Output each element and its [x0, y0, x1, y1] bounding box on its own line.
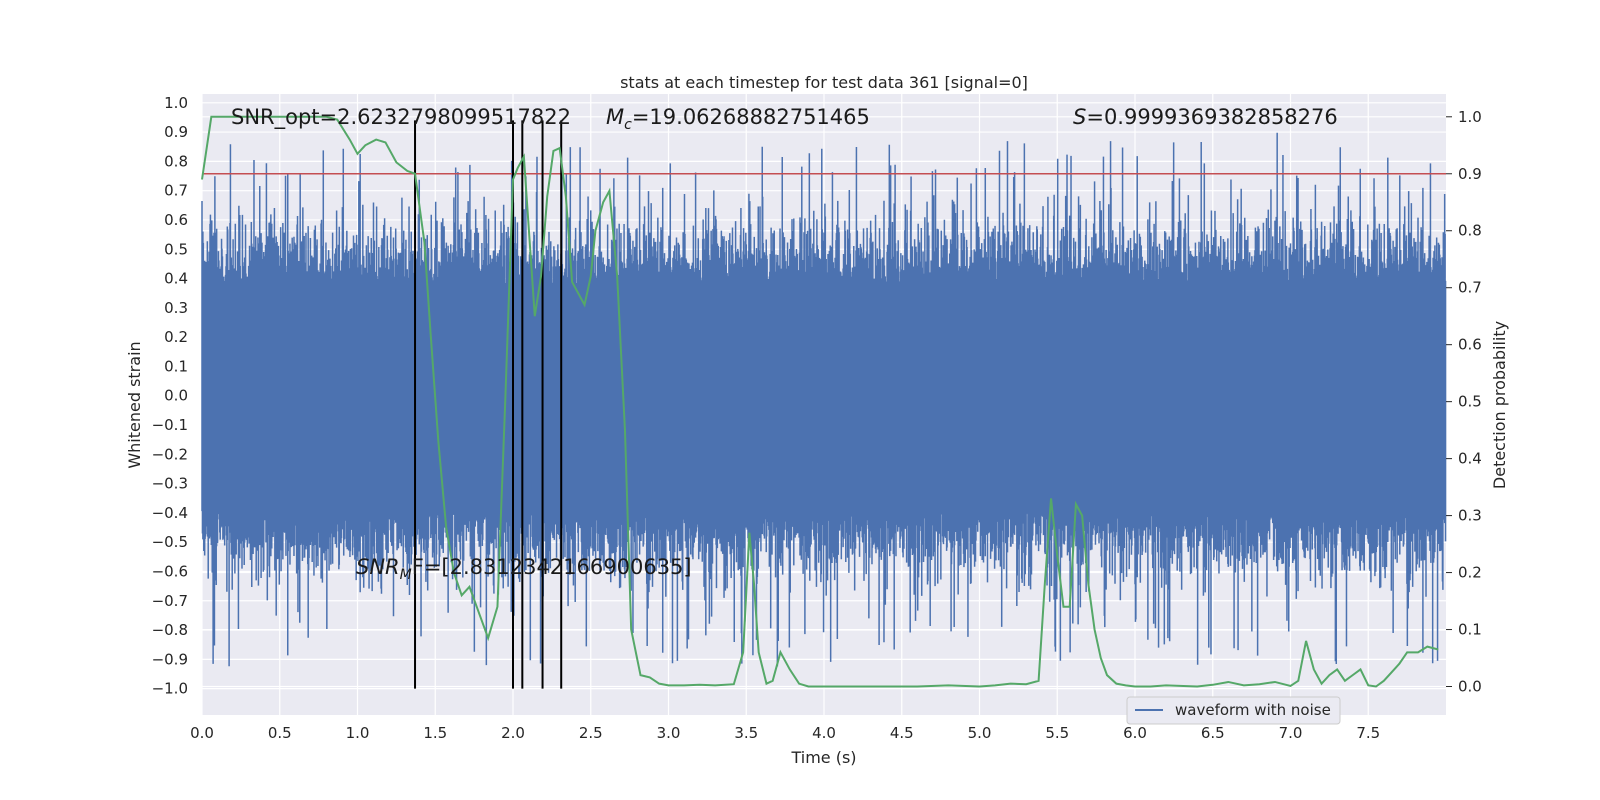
x-tick-label: 3.0 — [657, 724, 681, 742]
overlay-lines — [202, 120, 1446, 689]
y-left-tick-label: 0.9 — [164, 123, 188, 141]
x-tick-label: 7.5 — [1356, 724, 1380, 742]
x-tick-label: 7.0 — [1279, 724, 1303, 742]
y-left-tick-label: 0.6 — [164, 211, 188, 229]
y-left-tick-label: 0.4 — [164, 270, 188, 288]
probability-trace — [201, 115, 1439, 688]
y-left-tick-label: 0.0 — [164, 387, 188, 405]
y-right-tick-label: 0.7 — [1458, 279, 1482, 297]
x-tick-label: 1.0 — [346, 724, 370, 742]
y-left-tick-label: −0.3 — [152, 475, 188, 493]
annotation-snr-mf-symbol: SNR — [356, 555, 400, 579]
y-right-tick-label: 0.6 — [1458, 336, 1482, 354]
x-tick-label: 3.5 — [734, 724, 758, 742]
legend: waveform with noise — [1126, 696, 1341, 725]
annotation-snr-mf: SNRMF=[2.8312342166900635] — [356, 555, 692, 583]
annotation-chirp-mass-sub: c — [624, 117, 632, 133]
y-right-tick-label: 0.2 — [1458, 564, 1482, 582]
y-left-tick-label: 0.2 — [164, 328, 188, 346]
x-tick-label: 0.5 — [268, 724, 292, 742]
series-detection-probability — [201, 115, 1439, 688]
y-left-tick-label: 1.0 — [164, 94, 188, 112]
x-tick-label: 4.0 — [812, 724, 836, 742]
y-left-tick-label: −0.8 — [152, 621, 188, 639]
y-right-tick-label: 1.0 — [1458, 108, 1482, 126]
y-axis-right-ticks: 1.0 0.9 0.8 0.7 0.6 0.5 0.4 0.3 0.2 0.1 0.0 — [1446, 108, 1482, 696]
legend-label-waveform: waveform with noise — [1175, 701, 1331, 719]
annotation-snr-opt: SNR_opt=2.6232798099517822 — [231, 105, 571, 130]
y-right-tick-label: 0.3 — [1458, 507, 1482, 525]
annotation-s-number: =0.9999369382858276 — [1086, 105, 1337, 129]
x-tick-label: 2.0 — [501, 724, 525, 742]
x-tick-label: 2.5 — [579, 724, 603, 742]
y-left-tick-label: 0.5 — [164, 240, 188, 258]
y-left-tick-label: −0.6 — [152, 562, 188, 580]
y-axis-right-label: Detection probability — [1490, 321, 1509, 489]
series-waveform-with-noise — [201, 132, 1447, 667]
x-tick-label: 5.5 — [1045, 724, 1069, 742]
y-left-tick-label: 0.7 — [164, 182, 188, 200]
y-axis-left-ticks: 1.0 0.9 0.8 0.7 0.6 0.5 0.4 0.3 0.2 0.1 0.0 −0.1 −0.… — [152, 94, 188, 698]
y-right-tick-label: 0.8 — [1458, 222, 1482, 240]
x-tick-label: 4.5 — [890, 724, 914, 742]
chart-title: stats at each timestep for test data 361… — [620, 73, 1028, 92]
waveform-trace — [201, 132, 1447, 667]
x-tick-label: 5.0 — [968, 724, 992, 742]
y-right-tick-label: 0.5 — [1458, 393, 1482, 411]
x-tick-label: 6.5 — [1201, 724, 1225, 742]
y-left-tick-label: −0.4 — [152, 504, 188, 522]
y-right-tick-label: 0.1 — [1458, 621, 1482, 639]
legend-box — [1126, 696, 1341, 725]
y-right-tick-label: 0.4 — [1458, 450, 1482, 468]
y-right-tick-label: 0.9 — [1458, 165, 1482, 183]
y-left-tick-label: −0.9 — [152, 650, 188, 668]
annotation-snr-mf-value: F=[2.8312342166900635] — [412, 555, 692, 579]
y-right-tick-label: 0.0 — [1458, 678, 1482, 696]
y-left-tick-label: −0.2 — [152, 445, 188, 463]
annotation-s-symbol: S — [1073, 105, 1086, 129]
annotation-chirp-mass-symbol: M — [606, 105, 624, 129]
y-left-tick-label: −0.1 — [152, 416, 188, 434]
y-left-tick-label: 0.8 — [164, 152, 188, 170]
x-tick-label: 0.0 — [190, 724, 214, 742]
x-tick-label: 1.5 — [423, 724, 447, 742]
annotation-s-value: S=0.9999369382858276 — [1073, 105, 1338, 129]
y-left-tick-label: −0.5 — [152, 533, 188, 551]
y-left-tick-label: −1.0 — [152, 680, 188, 698]
annotation-chirp-mass-value: =19.06268882751465 — [632, 105, 870, 129]
y-left-tick-label: 0.3 — [164, 299, 188, 317]
x-axis-ticks: 0.0 0.5 1.0 1.5 2.0 2.5 3.0 3.5 4.0 4.5 5.0 5.5 6.0 6… — [190, 724, 1380, 742]
annotation-chirp-mass: Mc=19.06268882751465 — [606, 105, 870, 133]
x-axis-label: Time (s) — [790, 748, 856, 767]
y-left-tick-label: 0.1 — [164, 357, 188, 375]
annotation-snr-mf-sub: M — [400, 567, 412, 583]
y-left-tick-label: −0.7 — [152, 592, 188, 610]
y-axis-left-label: Whitened strain — [125, 341, 144, 468]
x-tick-label: 6.0 — [1123, 724, 1147, 742]
